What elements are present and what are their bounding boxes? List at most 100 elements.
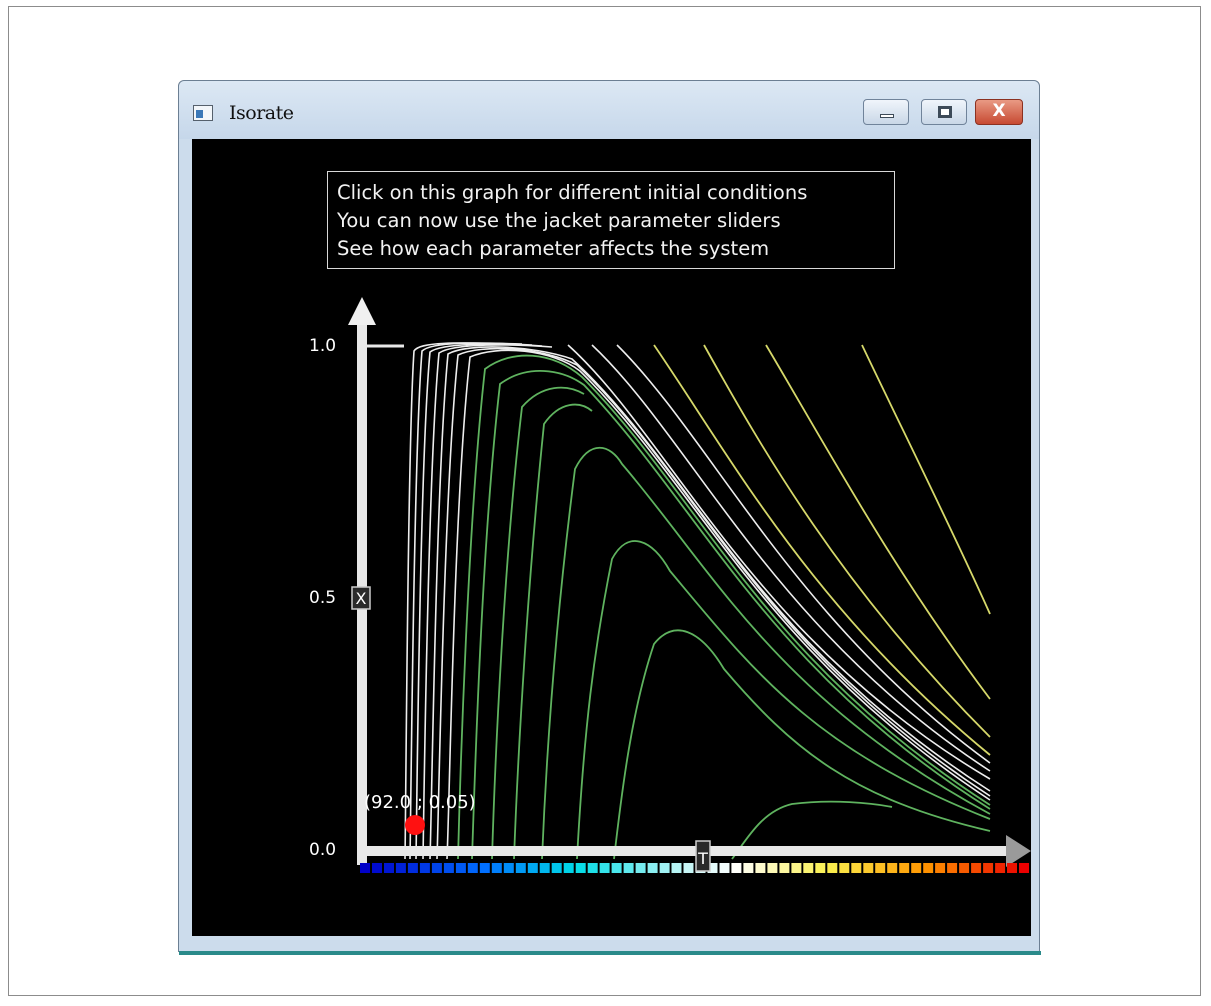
color-scale-cell [755,863,766,873]
trajectory-green-6 [576,540,991,860]
color-scale-cell [635,863,646,873]
color-scale-strip [360,863,1029,873]
color-scale-cell [563,863,574,873]
maximize-button[interactable] [921,99,967,125]
color-scale-cell [599,863,610,873]
x-axis-arrow-icon [1006,835,1031,867]
color-scale-cell [923,863,934,873]
trajectory-green-2 [471,370,991,860]
color-scale-cell [1019,863,1029,873]
app-icon [193,105,213,121]
trajectory-yellow-4 [861,344,991,615]
color-scale-cell [707,863,718,873]
trajectory-green-3 [491,386,585,860]
color-scale-cell [455,863,466,873]
color-scale-cell [791,863,802,873]
curve-group-white [404,342,991,860]
color-scale-cell [719,863,730,873]
trajectory-green-5 [541,447,991,860]
color-scale-cell [875,863,886,873]
color-scale-cell [767,863,778,873]
trajectory-white-top-2 [591,344,991,772]
color-scale-cell [551,863,562,873]
color-scale-cell [959,863,970,873]
color-scale-cell [671,863,682,873]
trajectory-white-top-1 [567,344,991,780]
cursor-coordinate-readout: (92.0 ; 0.05) [364,792,476,813]
trajectory-white-4 [422,344,553,860]
trajectory-yellow-2 [703,344,991,738]
color-scale-cell [743,863,754,873]
window-title: Isorate [229,102,294,124]
color-scale-cell [419,863,430,873]
color-scale-cell [587,863,598,873]
color-scale-cell [815,863,826,873]
color-scale-cell [647,863,658,873]
graph-canvas[interactable]: T X Click on this graph for different in… [192,139,1031,936]
color-scale-cell [899,863,910,873]
curve-group-green [457,354,991,860]
color-scale-cell [623,863,634,873]
color-scale-cell [947,863,958,873]
isorate-plot[interactable]: T X [192,139,1031,936]
color-scale-cell [407,863,418,873]
color-scale-cell [479,863,490,873]
trajectory-white-7 [446,349,991,860]
color-scale-cell [779,863,790,873]
trajectory-white-6 [436,347,991,860]
color-scale-cell [911,863,922,873]
trajectory-green-1 [457,354,991,860]
curve-group-yellow [653,344,991,756]
x-axis-slider-label: T [697,849,708,868]
color-scale-cell [1007,863,1017,873]
trajectory-white-top-3 [616,344,991,764]
trajectory-yellow-3 [765,344,991,700]
color-scale-cell [443,863,454,873]
color-scale-cell [527,863,538,873]
trajectory-green-8 [731,800,893,860]
instruction-line-3: See how each parameter affects the syste… [337,237,770,260]
y-axis-slider-label: X [356,589,367,608]
color-scale-cell [503,863,514,873]
y-tick-label-bottom: 0.0 [309,840,337,860]
color-scale-cell [515,863,526,873]
color-scale-cell [971,863,982,873]
minimize-button[interactable] [863,99,909,125]
color-scale-cell [395,863,406,873]
y-axis-arrow-icon [348,297,376,325]
color-scale-cell [384,863,394,873]
color-scale-cell [575,863,586,873]
y-axis-slider-handle[interactable]: X [351,586,371,610]
instruction-line-2: You can now use the jacket parameter sli… [337,209,781,232]
instruction-line-1: Click on this graph for different initia… [337,181,808,204]
color-scale-cell [851,863,862,873]
color-scale-cell [539,863,550,873]
color-scale-cell [491,863,502,873]
color-scale-cell [935,863,946,873]
trajectory-green-4 [513,403,593,860]
isorate-window: Isorate X [178,80,1041,955]
color-scale-cell [683,863,694,873]
initial-condition-point[interactable] [405,815,425,835]
color-scale-cell [611,863,622,873]
trajectory-green-7 [613,629,991,860]
color-scale-cell [839,863,850,873]
close-button[interactable]: X [975,99,1023,125]
color-scale-cell [659,863,670,873]
color-scale-cell [863,863,874,873]
trajectory-white-1 [404,342,523,860]
color-scale-cell [803,863,814,873]
color-scale-cell [887,863,898,873]
trajectory-yellow-1 [653,344,991,756]
x-axis-slider-handle[interactable]: T [695,840,711,872]
trajectory-white-5 [429,346,991,860]
close-icon: X [992,101,1006,121]
window-bottom-border [179,951,1041,955]
y-tick-label-mid: 0.5 [309,588,337,608]
x-axis [357,835,1031,867]
color-scale-cell [431,863,442,873]
title-bar[interactable]: Isorate X [179,81,1039,139]
color-scale-cell [731,863,742,873]
color-scale-cell [827,863,838,873]
y-axis [348,297,404,865]
